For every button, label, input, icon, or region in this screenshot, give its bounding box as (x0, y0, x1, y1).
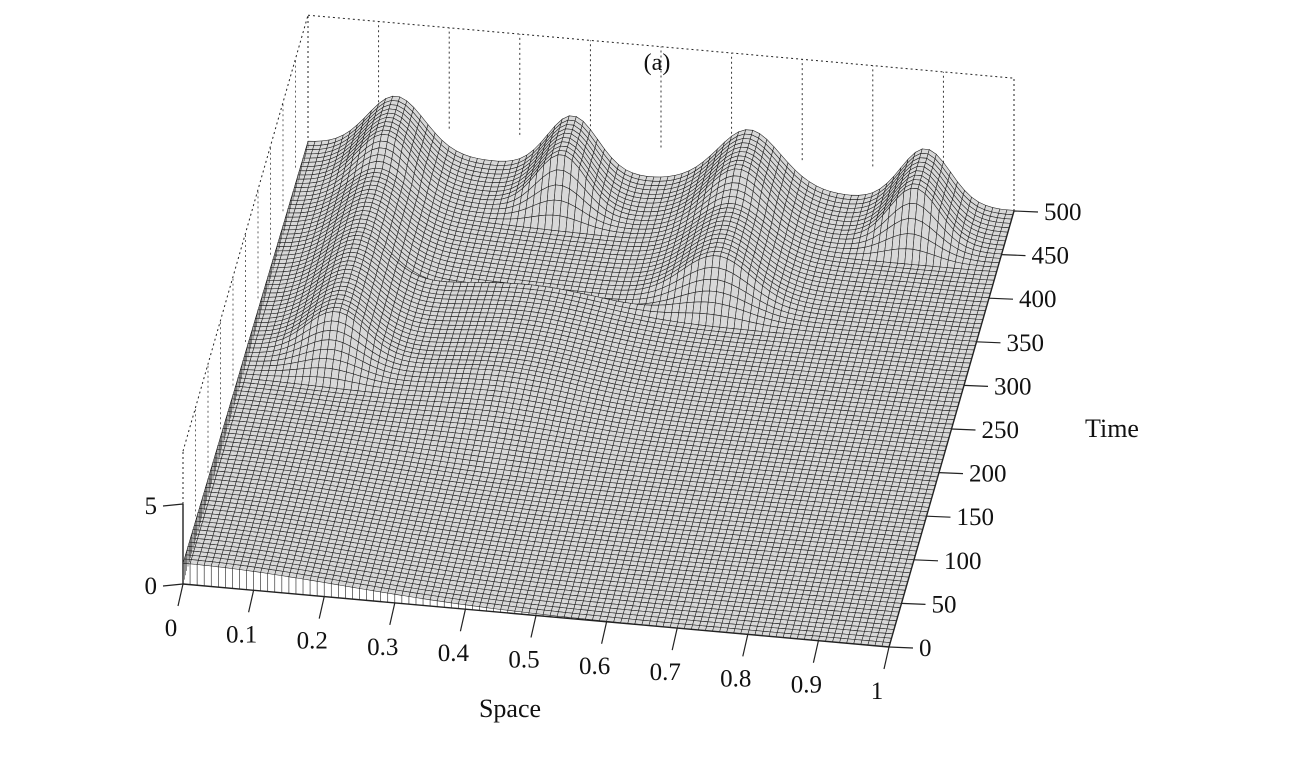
surface-mesh (182, 95, 1015, 648)
bounding-box-back (182, 14, 1015, 517)
box-edge (182, 15, 309, 452)
box-edge (307, 14, 1015, 79)
